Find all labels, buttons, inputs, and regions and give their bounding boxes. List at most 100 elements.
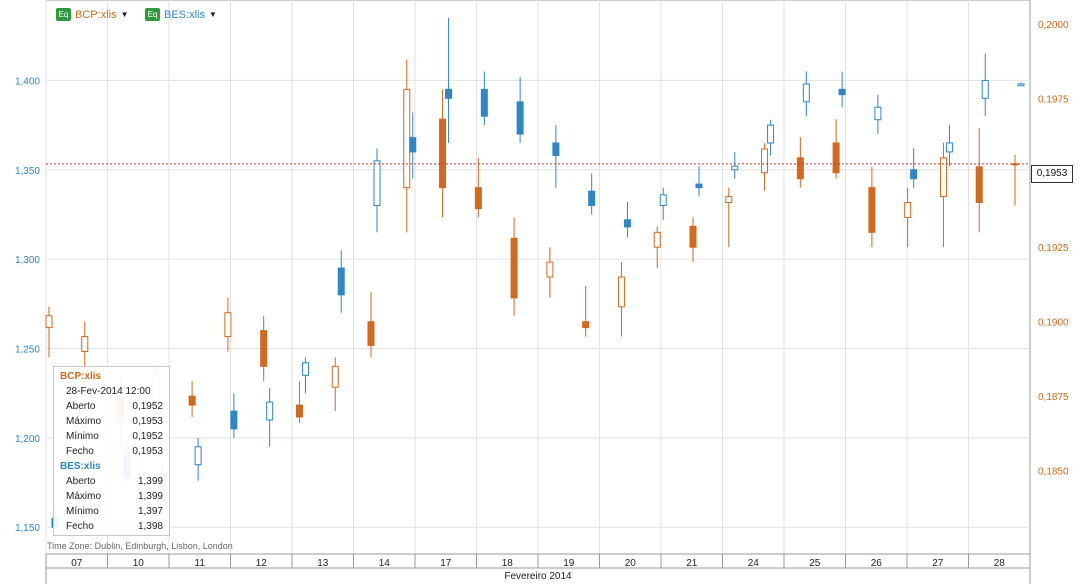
right-axis-tick-label: 0,1975	[1038, 94, 1069, 105]
candle-body	[409, 137, 417, 153]
tooltip-row: Fecho 1,398	[60, 519, 163, 534]
legend-bcp[interactable]: Eq BCP:xlis ▼	[56, 8, 128, 21]
dropdown-caret-icon[interactable]: ▼	[120, 10, 129, 19]
tooltip-row: Mínimo 1,397	[60, 504, 163, 519]
candle-body	[188, 395, 196, 406]
tooltip-row: Mínimo 0,1952	[60, 429, 163, 444]
tooltip-bcp-title: BCP:xlis	[60, 371, 102, 382]
tooltip-key: Fecho	[66, 521, 94, 532]
x-axis-tick-label: 10	[133, 558, 145, 569]
candle-body	[910, 169, 918, 180]
tooltip-value: 1,399	[137, 491, 163, 502]
candle-body	[367, 321, 375, 347]
candle-body	[552, 142, 560, 156]
candle-body	[224, 312, 232, 338]
candle-body	[868, 187, 876, 233]
candle-body	[838, 88, 846, 96]
candle-body	[45, 315, 53, 329]
tooltip-key: Aberto	[66, 401, 96, 412]
left-axis-tick-label: 1,150	[15, 523, 40, 534]
candle-body	[403, 88, 411, 189]
left-axis-tick-label: 1,250	[15, 344, 40, 355]
candle-body	[659, 194, 667, 207]
candle-body	[725, 196, 733, 204]
candle-body	[295, 404, 303, 418]
candle-body	[480, 88, 488, 117]
candle-body	[653, 231, 661, 248]
equity-icon: Eq	[145, 8, 160, 21]
equity-icon: Eq	[56, 8, 71, 21]
candle-body	[546, 261, 554, 278]
timezone-label: Time Zone: Dublin, Edinburgh, Lisbon, Lo…	[47, 541, 233, 551]
legend-bes[interactable]: Eq BES:xlis ▼	[145, 8, 217, 21]
x-axis-tick-label: 14	[379, 558, 391, 569]
candle-body	[260, 330, 268, 367]
x-axis-title: Fevereiro 2014	[504, 571, 572, 582]
candle-body	[516, 101, 524, 135]
left-axis-tick-label: 1,350	[15, 166, 40, 177]
candle-body	[874, 106, 882, 121]
x-axis-tick-label: 20	[625, 558, 637, 569]
x-axis-tick-label: 27	[932, 558, 944, 569]
left-axis-tick-label: 1,400	[15, 76, 40, 87]
candle-body	[796, 157, 804, 180]
candle-body	[975, 166, 983, 204]
x-axis-tick-label: 25	[809, 558, 821, 569]
candle-body	[802, 83, 810, 103]
tooltip-value: 1,399	[137, 476, 163, 487]
right-axis-tick-label: 0,1850	[1038, 467, 1069, 478]
right-axis-tick-label: 0,2000	[1038, 20, 1069, 31]
tooltip-row: Máximo 1,399	[60, 489, 163, 504]
candle-body	[689, 225, 697, 248]
candle-body	[301, 362, 309, 376]
candle-body	[439, 118, 447, 189]
tooltip-row: Aberto 0,1952	[60, 399, 163, 414]
x-axis-tick-label: 28	[994, 558, 1006, 569]
last-price-tag: 0,1953	[1031, 165, 1073, 183]
candle-body	[337, 267, 345, 296]
candle-body	[945, 142, 953, 153]
tooltip-value: 0,1952	[132, 401, 163, 412]
tooltip-key: Mínimo	[66, 431, 99, 442]
candle-body	[373, 160, 381, 207]
tooltip-bes-title: BES:xlis	[60, 461, 101, 472]
candle-body	[939, 157, 947, 198]
right-axis-tick-label: 0,1900	[1038, 318, 1069, 329]
x-axis-tick-label: 13	[317, 558, 329, 569]
right-axis-tick-label: 0,1875	[1038, 392, 1069, 403]
candle-body	[474, 187, 482, 209]
tooltip-row: Fecho 0,1953	[60, 444, 163, 459]
tooltip-date-row: 28-Fev-2014 12:00	[60, 384, 163, 399]
tooltip-value: 1,397	[137, 506, 163, 517]
tooltip-date: 28-Fev-2014 12:00	[66, 386, 151, 397]
x-axis-tick-label: 12	[256, 558, 268, 569]
tooltip-row: Aberto 1,399	[60, 474, 163, 489]
tooltip-key: Fecho	[66, 446, 94, 457]
tooltip-value: 0,1952	[132, 431, 163, 442]
tooltip-key: Máximo	[66, 491, 102, 502]
dropdown-caret-icon[interactable]: ▼	[208, 10, 217, 19]
candle-body	[904, 202, 912, 218]
candle-body	[445, 88, 453, 99]
tooltip-value: 1,398	[137, 521, 163, 532]
candle-body	[767, 124, 775, 144]
left-axis-tick-label: 1,300	[15, 255, 40, 266]
tooltip-key: Mínimo	[66, 506, 99, 517]
x-axis-tick-label: 19	[563, 558, 575, 569]
candle-body	[832, 142, 840, 174]
legend-bcp-label: BCP:xlis	[75, 8, 117, 21]
left-axis-tick-label: 1,200	[15, 434, 40, 445]
right-axis-tick-label: 0,1925	[1038, 243, 1069, 254]
candle-body	[81, 336, 89, 352]
tooltip-value: 0,1953	[132, 416, 163, 427]
tooltip-row: Máximo 0,1953	[60, 414, 163, 429]
candle-body	[731, 165, 739, 171]
x-axis-tick-label: 07	[71, 558, 83, 569]
candle-body	[194, 446, 202, 466]
candle-body	[695, 183, 703, 189]
x-axis-tick-label: 18	[502, 558, 514, 569]
candle-body	[761, 148, 769, 174]
x-axis-tick-label: 21	[686, 558, 698, 569]
